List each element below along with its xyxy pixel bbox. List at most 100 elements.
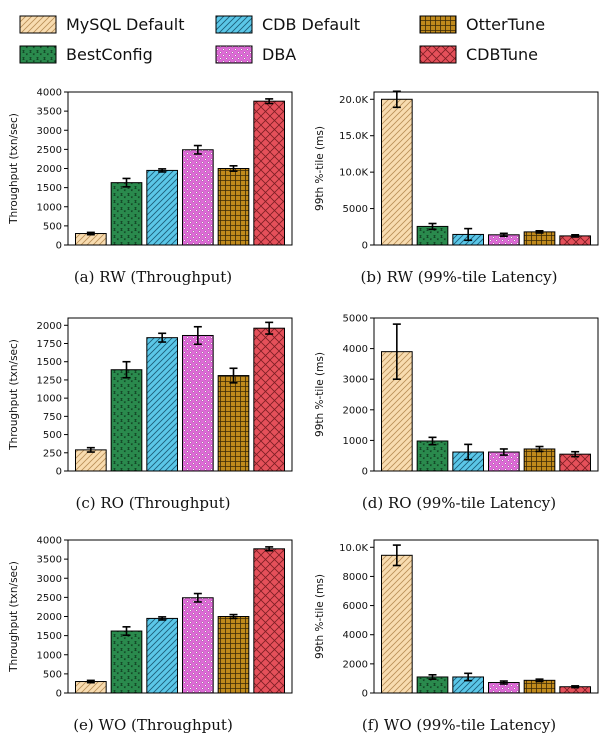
error-bar <box>122 360 131 379</box>
error-bar <box>571 234 580 238</box>
y-tick-label: 1000 <box>37 394 62 405</box>
caption-e: (e) WO (Throughput) <box>73 716 233 734</box>
plot-frame <box>67 317 293 472</box>
legend-item: DBA <box>215 45 296 64</box>
y-axis-label: Throughput (txn/sec) <box>8 113 20 225</box>
error-bar <box>229 367 238 384</box>
legend-swatch <box>419 15 457 34</box>
legend-swatch <box>419 45 457 64</box>
bar-chart-wo-throughput: 0 500 1000 1500 2000 2500 3000 3500 4000 Throughp… <box>8 536 293 700</box>
error-bar <box>464 227 473 242</box>
bar-chart-ro-throughput: 0 250 500 750 1000 1250 1500 1750 2000 Throughput… <box>8 317 293 478</box>
bar <box>253 100 286 246</box>
bar <box>146 617 179 694</box>
bar <box>146 337 179 472</box>
error-bar <box>392 90 401 109</box>
legend-label: MySQL Default <box>66 15 184 34</box>
error-bar <box>392 544 401 567</box>
error-bar <box>265 98 274 105</box>
plot-frame <box>67 539 293 694</box>
chart-panel-d: 0 1000 2000 3000 4000 5000 99th %-tile (ms) (d… <box>306 306 612 532</box>
bar <box>523 231 556 246</box>
y-tick-label: 1750 <box>37 339 62 350</box>
error-bar <box>193 325 202 346</box>
y-tick-label: 4000 <box>343 344 368 355</box>
error-bar <box>535 445 544 453</box>
bar <box>380 98 413 246</box>
bar <box>416 440 449 472</box>
error-bar <box>265 546 274 552</box>
bar <box>74 449 107 472</box>
y-tick-label: 500 <box>43 221 62 232</box>
y-tick-label: 0 <box>362 689 368 700</box>
error-bar <box>464 672 473 682</box>
error-bar <box>193 144 202 155</box>
y-tick-label: 0 <box>56 467 62 478</box>
bar <box>253 327 286 472</box>
y-tick-label: 1000 <box>343 436 368 447</box>
y-tick-label: 1500 <box>37 183 62 194</box>
legend-item: CDB Default <box>215 15 360 34</box>
error-bar <box>499 448 508 456</box>
legend-swatch <box>19 15 57 34</box>
y-tick-label: 0 <box>56 689 62 700</box>
legend-item: OtterTune <box>419 15 545 34</box>
y-tick-label: 4000 <box>343 630 368 641</box>
y-tick-label: 2500 <box>37 593 62 604</box>
y-tick-label: 0 <box>362 467 368 478</box>
bar <box>110 630 143 694</box>
bar <box>146 169 179 246</box>
bar-chart-rw-throughput: 0 500 1000 1500 2000 2500 3000 3500 4000 Throughp… <box>8 88 293 252</box>
error-bar <box>158 616 167 621</box>
y-tick-label: 1000 <box>37 650 62 661</box>
y-tick-label: 8000 <box>343 572 368 583</box>
error-bar <box>571 450 580 458</box>
caption-a: (a) RW (Throughput) <box>73 268 233 286</box>
y-tick-label: 250 <box>43 448 62 459</box>
error-bar <box>428 222 437 231</box>
y-tick-label: 10.0K <box>339 168 368 179</box>
y-tick-label: 2000 <box>343 659 368 670</box>
plot-frame <box>373 317 599 472</box>
y-tick-label: 750 <box>43 412 62 423</box>
legend-item: MySQL Default <box>19 15 184 34</box>
legend-swatch <box>215 15 253 34</box>
bar <box>523 448 556 472</box>
bar <box>217 168 250 246</box>
y-tick-label: 500 <box>43 669 62 680</box>
bar <box>217 616 250 694</box>
bar <box>181 149 214 246</box>
legend-item: CDBTune <box>419 45 538 64</box>
error-bar <box>229 165 238 172</box>
bar <box>380 554 413 694</box>
y-tick-label: 4000 <box>37 536 62 547</box>
error-bar <box>122 177 131 188</box>
y-tick-label: 3000 <box>343 375 368 386</box>
error-bar <box>428 436 437 446</box>
error-bar <box>158 168 167 173</box>
error-bar <box>464 443 473 461</box>
y-tick-label: 3000 <box>37 574 62 585</box>
y-tick-label: 2000 <box>37 164 62 175</box>
legend-swatch <box>215 45 253 64</box>
error-bar <box>193 592 202 603</box>
bar <box>181 597 214 694</box>
bar <box>181 334 214 472</box>
error-bar <box>229 613 238 620</box>
y-axis-label: Throughput (txn/sec) <box>8 339 20 451</box>
error-bar <box>535 678 544 683</box>
caption-f: (f) WO (99%-tile Latency) <box>361 716 557 734</box>
bar <box>217 375 250 472</box>
caption-c: (c) RO (Throughput) <box>75 494 231 512</box>
y-tick-label: 0 <box>56 241 62 252</box>
legend-label: DBA <box>262 45 296 64</box>
plot-frame <box>373 539 599 694</box>
chart-panel-f: 0 2000 4000 6000 8000 10.0K 99th %-tile (ms) (… <box>306 528 612 754</box>
error-bar <box>392 323 401 380</box>
y-tick-label: 6000 <box>343 601 368 612</box>
y-tick-label: 5000 <box>343 204 368 215</box>
legend-swatch <box>19 45 57 64</box>
bar-chart-wo-latency: 0 2000 4000 6000 8000 10.0K 99th %-tile (ms) <box>314 539 599 700</box>
chart-panel-c: 0 250 500 750 1000 1250 1500 1750 2000 Throughput… <box>0 306 306 532</box>
legend-label: OtterTune <box>466 15 545 34</box>
